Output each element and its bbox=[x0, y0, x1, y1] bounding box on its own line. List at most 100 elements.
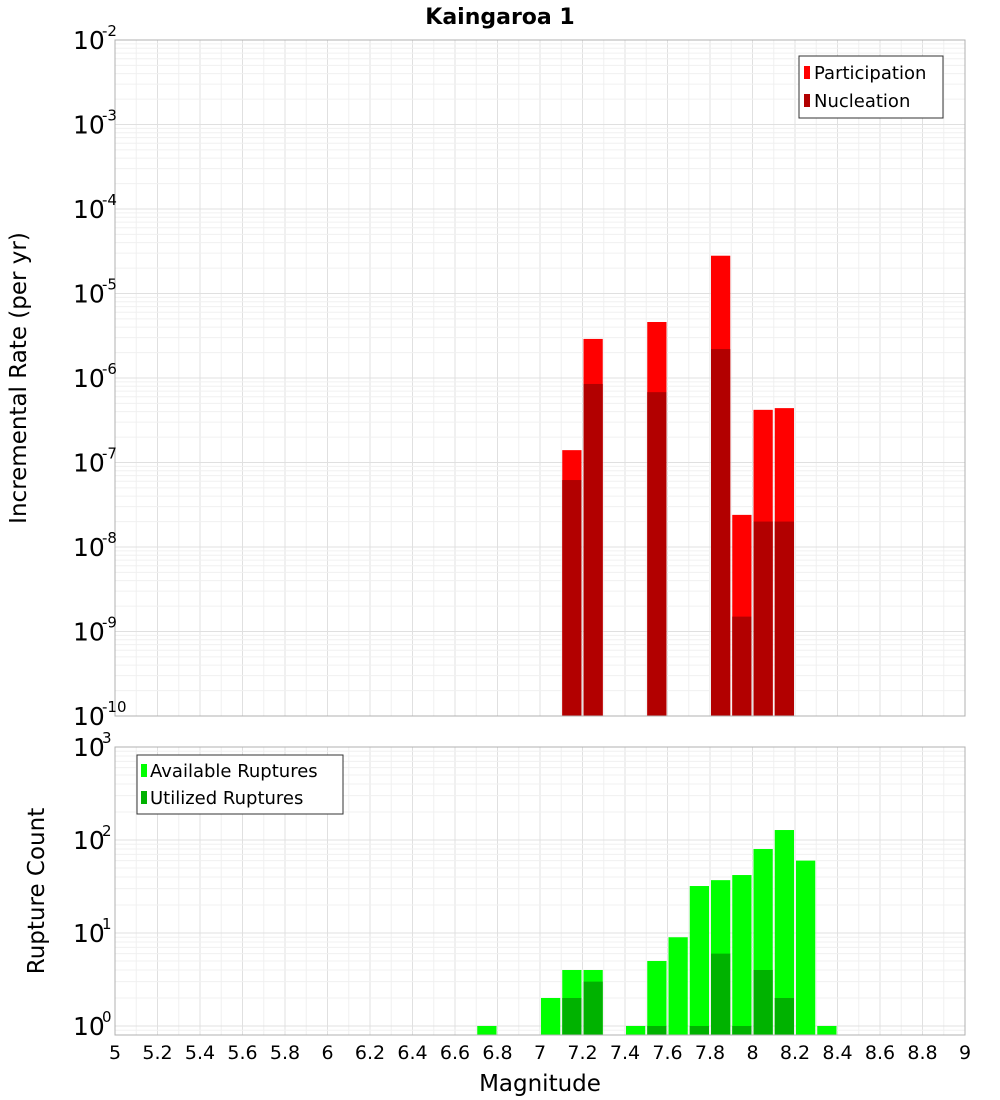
y-tick-base: 10 bbox=[73, 195, 105, 224]
top-plot-frame bbox=[114, 39, 966, 717]
x-tick-label: 8.4 bbox=[822, 1042, 852, 1064]
y-tick-exponent: -9 bbox=[102, 614, 117, 632]
top-grid bbox=[114, 39, 966, 717]
y-tick-exponent: 3 bbox=[102, 729, 112, 747]
y-tick-base: 10 bbox=[73, 533, 105, 562]
bottom-legend: Available Ruptures Utilized Ruptures bbox=[136, 754, 344, 815]
bottom-legend-box bbox=[136, 754, 344, 815]
top-y-tick-label: 10-8 bbox=[73, 529, 117, 562]
available-ruptures-bar bbox=[689, 886, 709, 1035]
x-tick-label: 7.6 bbox=[652, 1042, 682, 1064]
top-bars bbox=[562, 255, 794, 716]
x-tick-labels: 5 5.2 5.4 5.6 5.8 6 6.2 6.4 6.6 6.8 7 7.2 7.4 7.6 7.8 8… bbox=[109, 1042, 971, 1064]
y-tick-exponent: -7 bbox=[102, 445, 117, 463]
legend-participation-swatch bbox=[804, 66, 810, 79]
legend-available-swatch bbox=[141, 764, 147, 777]
bottom-y-axis-label: Rupture Count bbox=[24, 808, 50, 974]
available-ruptures-bar bbox=[796, 860, 816, 1035]
y-tick-base: 10 bbox=[73, 1012, 105, 1041]
top-y-tick-label: 10-9 bbox=[73, 614, 117, 647]
x-tick-label: 8.6 bbox=[865, 1042, 895, 1064]
available-ruptures-bar bbox=[477, 1025, 497, 1035]
y-tick-exponent: -8 bbox=[102, 529, 117, 547]
x-tick-label: 7 bbox=[534, 1042, 546, 1064]
legend-nucleation-swatch bbox=[804, 94, 810, 107]
x-tick-label: 7.4 bbox=[610, 1042, 640, 1064]
top-legend-box bbox=[798, 55, 944, 119]
y-tick-exponent: 2 bbox=[102, 822, 112, 840]
utilized-ruptures-bar bbox=[562, 997, 582, 1035]
y-tick-base: 10 bbox=[73, 618, 105, 647]
nucleation-bar bbox=[583, 383, 603, 716]
nucleation-bar bbox=[711, 349, 731, 716]
y-tick-exponent: -3 bbox=[102, 107, 117, 125]
bottom-plot-frame bbox=[114, 746, 966, 1036]
x-tick-label: 8.2 bbox=[780, 1042, 810, 1064]
utilized-ruptures-bar bbox=[711, 953, 731, 1035]
y-tick-base: 10 bbox=[73, 919, 105, 948]
x-tick-label: 5.4 bbox=[185, 1042, 215, 1064]
available-ruptures-bar bbox=[541, 997, 561, 1035]
nucleation-bar bbox=[753, 521, 773, 716]
available-ruptures-bar bbox=[817, 1025, 837, 1035]
y-tick-exponent: -4 bbox=[102, 191, 117, 209]
nucleation-bar bbox=[774, 521, 794, 716]
x-tick-label: 6.6 bbox=[440, 1042, 470, 1064]
top-y-tick-label: 10-5 bbox=[73, 276, 117, 309]
y-tick-base: 10 bbox=[73, 702, 105, 731]
y-tick-base: 10 bbox=[73, 280, 105, 309]
utilized-ruptures-bar bbox=[647, 1025, 667, 1035]
legend-nucleation-label: Nucleation bbox=[814, 91, 910, 112]
legend-utilized-swatch bbox=[141, 791, 147, 804]
bottom-y-tick-label: 101 bbox=[73, 915, 112, 948]
utilized-ruptures-bar bbox=[689, 1025, 709, 1035]
y-tick-exponent: -10 bbox=[102, 698, 127, 716]
legend-available-label: Available Ruptures bbox=[150, 761, 318, 782]
x-tick-label: 5.6 bbox=[227, 1042, 257, 1064]
top-y-tick-label: 10-4 bbox=[73, 191, 117, 224]
x-tick-label: 6 bbox=[321, 1042, 333, 1064]
bottom-y-tick-label: 100 bbox=[73, 1008, 112, 1041]
x-tick-label: 6.2 bbox=[355, 1042, 385, 1064]
bottom-y-tick-label: 103 bbox=[73, 729, 112, 762]
y-tick-base: 10 bbox=[73, 111, 105, 140]
y-tick-base: 10 bbox=[73, 26, 105, 55]
available-ruptures-bar bbox=[668, 937, 688, 1035]
nucleation-bar bbox=[647, 392, 667, 716]
y-tick-base: 10 bbox=[73, 449, 105, 478]
utilized-ruptures-bar bbox=[583, 981, 603, 1035]
top-y-tick-label: 10-2 bbox=[73, 22, 117, 55]
x-tick-label: 8 bbox=[746, 1042, 758, 1064]
x-tick-label: 6.4 bbox=[397, 1042, 427, 1064]
available-ruptures-bar bbox=[732, 875, 752, 1035]
legend-utilized-label: Utilized Ruptures bbox=[150, 788, 303, 809]
x-tick-label: 7.8 bbox=[695, 1042, 725, 1064]
y-tick-base: 10 bbox=[73, 364, 105, 393]
available-ruptures-bar bbox=[647, 960, 667, 1035]
nucleation-bar bbox=[562, 480, 582, 716]
y-tick-exponent: -5 bbox=[102, 276, 117, 294]
x-tick-label: 5.8 bbox=[270, 1042, 300, 1064]
x-tick-label: 6.8 bbox=[482, 1042, 512, 1064]
bottom-bars bbox=[477, 830, 837, 1035]
nucleation-bar bbox=[732, 616, 752, 716]
top-y-tick-label: 10-6 bbox=[73, 360, 117, 393]
utilized-ruptures-bar bbox=[732, 1025, 752, 1035]
y-tick-exponent: 0 bbox=[102, 1008, 112, 1026]
top-y-tick-label: 10-3 bbox=[73, 107, 117, 140]
top-y-axis-label: Incremental Rate (per yr) bbox=[6, 232, 32, 524]
y-tick-exponent: -6 bbox=[102, 360, 117, 378]
available-ruptures-bar bbox=[626, 1025, 646, 1035]
x-axis-label: Magnitude bbox=[479, 1071, 601, 1097]
top-y-tick-label: 10-7 bbox=[73, 445, 117, 478]
x-tick-label: 8.8 bbox=[907, 1042, 937, 1064]
x-tick-label: 5.2 bbox=[142, 1042, 172, 1064]
x-tick-label: 5 bbox=[109, 1042, 121, 1064]
utilized-ruptures-bar bbox=[753, 969, 773, 1035]
bottom-y-tick-label: 102 bbox=[73, 822, 112, 855]
y-tick-base: 10 bbox=[73, 733, 105, 762]
